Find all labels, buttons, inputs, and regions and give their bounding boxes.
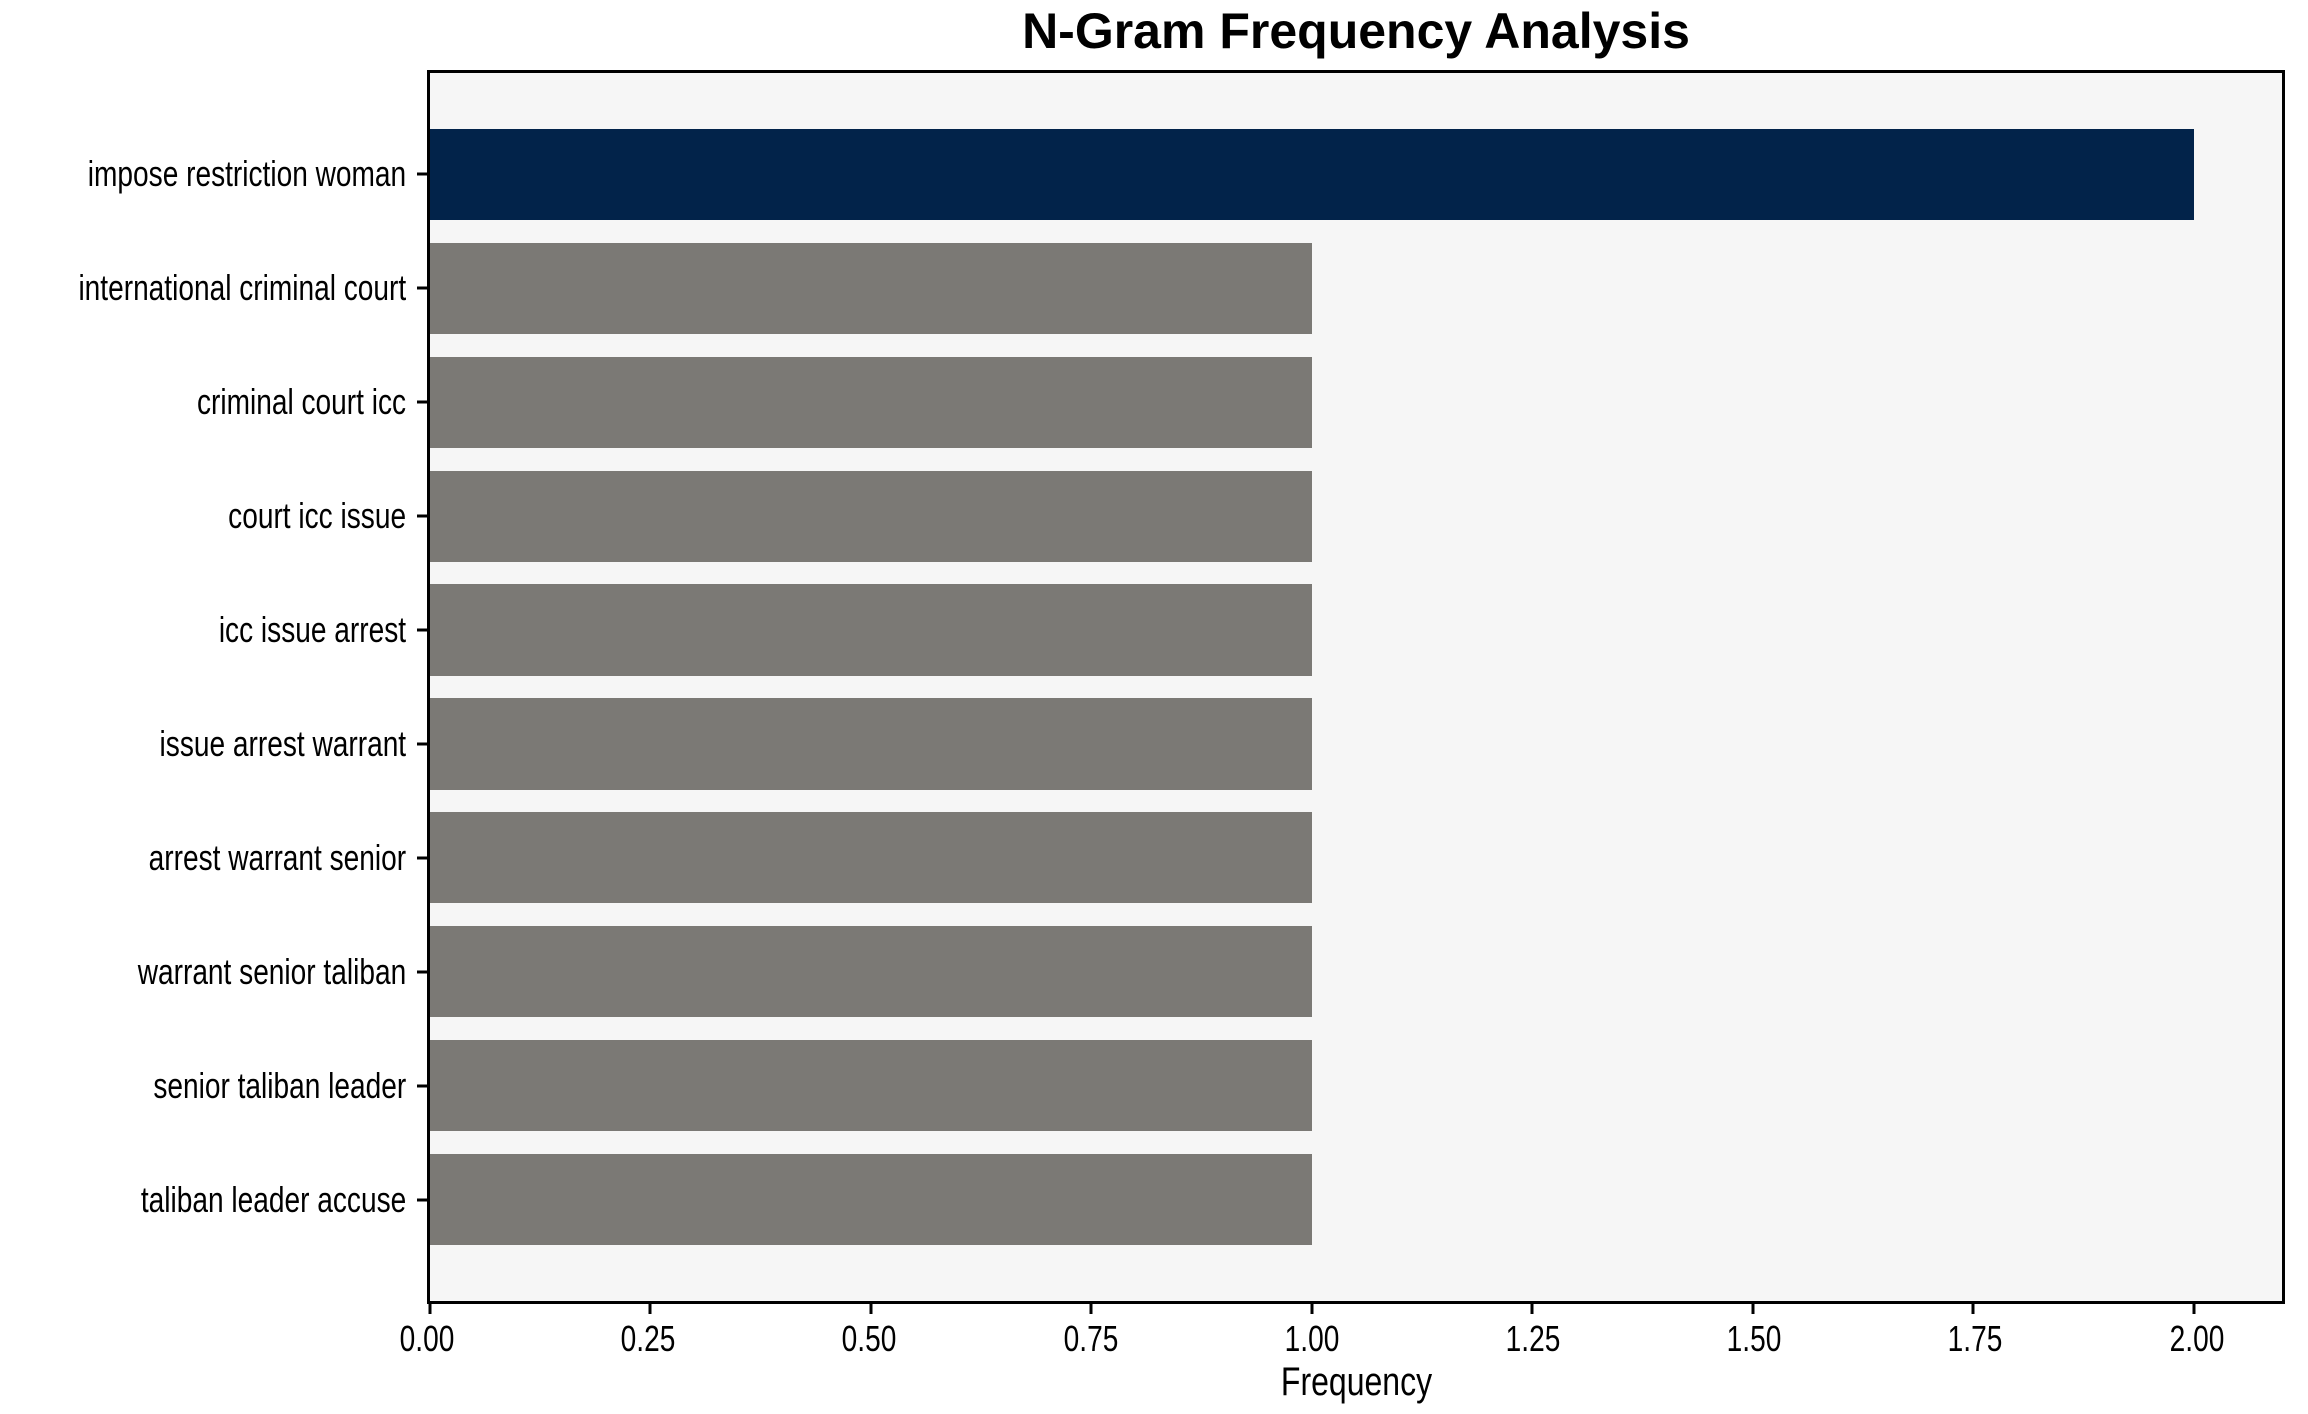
- bar: [430, 242, 1312, 334]
- x-tick-label: 1.50: [1726, 1318, 1782, 1359]
- bar: [430, 1154, 1312, 1246]
- y-tick-label: senior taliban leader: [153, 1064, 406, 1106]
- bar: [430, 812, 1312, 904]
- bar: [430, 356, 1312, 448]
- x-tick-label: 0.75: [1063, 1318, 1118, 1359]
- x-tick-label: 0.00: [399, 1318, 455, 1359]
- plot-area: impose restriction woman international cr…: [78, 70, 2285, 1314]
- x-tick-label: 2.00: [2169, 1318, 2224, 1359]
- y-tick-mark: [417, 400, 430, 404]
- x-tick-label: 1.00: [1284, 1318, 1340, 1359]
- y-tick-mark: [417, 856, 430, 860]
- x-tick-mark: [648, 1301, 652, 1314]
- bar: [430, 698, 1312, 790]
- bar: [430, 470, 1312, 562]
- x-axis-label: Frequency: [1280, 1360, 1432, 1404]
- y-tick-label: icc issue arrest: [218, 609, 406, 651]
- x-tick-mark: [1089, 1301, 1093, 1314]
- chart-title: N-Gram Frequency Analysis: [1022, 3, 1690, 59]
- bar: [430, 926, 1312, 1018]
- y-tick-mark: [417, 628, 430, 632]
- y-tick-label: issue arrest warrant: [159, 722, 406, 764]
- x-tick-label: 1.25: [1505, 1318, 1561, 1359]
- y-tick-label: criminal court icc: [196, 381, 406, 423]
- bar: [430, 128, 2194, 220]
- x-tick-mark: [2192, 1301, 2196, 1314]
- y-tick-mark: [417, 970, 430, 974]
- bar: [430, 1040, 1312, 1132]
- y-tick-label: arrest warrant senior: [148, 836, 406, 878]
- x-tick-mark: [1971, 1301, 1975, 1314]
- y-tick-mark: [417, 742, 430, 746]
- y-tick-mark: [417, 514, 430, 518]
- x-tick-mark: [428, 1301, 432, 1314]
- y-tick-mark: [417, 172, 430, 176]
- y-tick-label: international criminal court: [78, 267, 406, 309]
- x-axis: Frequency 0.00 0.25 0.50 0.75 1.00 1.25 1.50 1.…: [400, 1307, 2285, 1414]
- y-tick-mark: [417, 1198, 430, 1202]
- y-tick-mark: [417, 1084, 430, 1088]
- x-tick-mark: [869, 1301, 873, 1314]
- y-tick-mark: [417, 286, 430, 290]
- x-tick-mark: [1530, 1301, 1534, 1314]
- y-tick-label: taliban leader accuse: [140, 1178, 406, 1220]
- x-tick-label: 0.25: [620, 1318, 676, 1359]
- y-tick-label: warrant senior taliban: [137, 950, 406, 992]
- x-tick-mark: [1310, 1301, 1314, 1314]
- x-tick-label: 0.50: [842, 1318, 897, 1359]
- y-tick-label: impose restriction woman: [87, 153, 406, 195]
- y-tick-label: court icc issue: [228, 495, 406, 537]
- x-tick-mark: [1751, 1301, 1755, 1314]
- bar: [430, 584, 1312, 676]
- x-tick-label: 1.75: [1947, 1318, 2003, 1359]
